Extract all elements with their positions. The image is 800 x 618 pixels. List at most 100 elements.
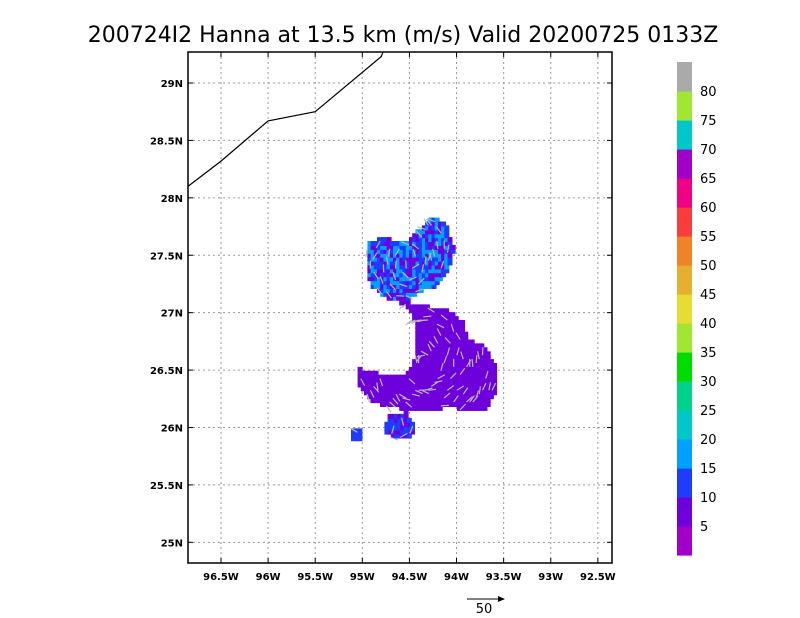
- wind-vector: [401, 417, 405, 426]
- wind-cell: [380, 276, 386, 282]
- colorbar: 5 10 15 20 25 30 35 40 45 50 55 60 65 70 75 80: [677, 62, 717, 556]
- wind-cell: [431, 264, 437, 270]
- wind-cell: [472, 378, 478, 384]
- wind-cell: [434, 366, 440, 372]
- wind-cell: [469, 398, 475, 404]
- reference-vector-label: 50: [476, 602, 493, 617]
- wind-cell: [472, 394, 478, 400]
- wind-vector: [379, 378, 384, 387]
- wind-cell: [400, 425, 406, 431]
- wind-cell: [360, 386, 366, 392]
- wind-cell: [437, 320, 443, 325]
- wind-cell: [415, 331, 421, 337]
- wind-cell: [394, 429, 399, 435]
- wind-vector: [392, 272, 397, 280]
- wind-cell: [380, 272, 386, 278]
- wind-cell: [453, 390, 459, 396]
- wind-cell: [453, 347, 459, 353]
- wind-cell: [485, 363, 491, 368]
- wind-vector: [440, 404, 449, 407]
- wind-cell: [466, 394, 472, 400]
- wind-cell: [409, 280, 414, 286]
- wind-cell: [357, 428, 363, 434]
- wind-cell: [415, 233, 421, 239]
- wind-cell: [428, 229, 434, 235]
- wind-cell: [403, 421, 409, 427]
- wind-cell: [402, 256, 408, 262]
- wind-vector: [455, 332, 461, 340]
- wind-cell: [399, 394, 405, 400]
- wind-cell: [357, 382, 363, 388]
- wind-cell: [476, 386, 482, 392]
- wind-cell: [418, 366, 424, 372]
- wind-cell: [447, 359, 453, 365]
- wind-cell: [386, 276, 392, 282]
- wind-cell: [431, 225, 437, 231]
- wind-cell: [405, 284, 411, 289]
- wind-vector: [405, 319, 413, 326]
- x-tick-label: 95.5W: [297, 572, 333, 583]
- wind-cell: [357, 374, 363, 380]
- wind-cell: [466, 382, 472, 388]
- wind-vector: [427, 343, 432, 352]
- wind-cell: [421, 347, 427, 353]
- wind-cell: [428, 308, 434, 314]
- wind-cell: [424, 347, 430, 353]
- wind-cell: [440, 398, 446, 404]
- wind-cell: [383, 244, 389, 250]
- wind-cell: [380, 260, 386, 266]
- wind-cell: [399, 287, 405, 293]
- wind-cell: [386, 264, 392, 270]
- colorbar-label: 20: [700, 433, 717, 448]
- wind-cell: [434, 390, 440, 396]
- wind-cell: [453, 316, 459, 322]
- wind-vector: [360, 378, 366, 386]
- wind-cell: [418, 351, 424, 357]
- wind-vector: [459, 367, 466, 376]
- wind-cell: [357, 436, 363, 442]
- wind-cell: [485, 366, 491, 372]
- wind-cell: [434, 374, 440, 380]
- wind-vector: [401, 241, 410, 246]
- wind-cell: [437, 221, 443, 227]
- wind-vector: [399, 283, 408, 288]
- wind-cell: [431, 221, 437, 227]
- wind-cell: [389, 295, 395, 301]
- wind-vector: [420, 350, 429, 356]
- wind-cell: [367, 272, 373, 278]
- wind-cell: [415, 308, 421, 314]
- wind-cell: [444, 229, 450, 235]
- wind-cell: [412, 272, 418, 278]
- wind-cell: [421, 359, 427, 365]
- wind-cell: [453, 343, 459, 349]
- wind-cell: [392, 386, 398, 392]
- wind-vector: [405, 295, 414, 300]
- wind-cell: [437, 402, 443, 407]
- wind-cell: [418, 260, 424, 266]
- wind-vector: [418, 277, 425, 285]
- wind-cell: [466, 347, 472, 353]
- wind-vector: [434, 380, 443, 384]
- wind-cell: [431, 323, 437, 329]
- wind-cell: [444, 378, 450, 384]
- wind-cell: [437, 237, 443, 243]
- wind-regions: [351, 217, 498, 442]
- wind-cell: [428, 343, 434, 349]
- wind-cell: [377, 237, 382, 243]
- wind-cell: [463, 343, 469, 349]
- wind-cell: [440, 382, 446, 388]
- wind-cell: [412, 398, 418, 404]
- wind-cell: [450, 363, 456, 368]
- wind-cell: [437, 264, 443, 270]
- wind-cell: [383, 268, 389, 274]
- wind-cell: [428, 390, 434, 396]
- wind-cell: [415, 323, 421, 329]
- wind-cell: [418, 256, 424, 262]
- wind-cell: [364, 370, 369, 376]
- wind-cell: [431, 402, 437, 407]
- wind-cell: [482, 363, 488, 368]
- wind-cell: [389, 374, 395, 380]
- wind-cell: [488, 382, 494, 388]
- wind-cell: [447, 248, 453, 254]
- wind-cell: [444, 248, 450, 254]
